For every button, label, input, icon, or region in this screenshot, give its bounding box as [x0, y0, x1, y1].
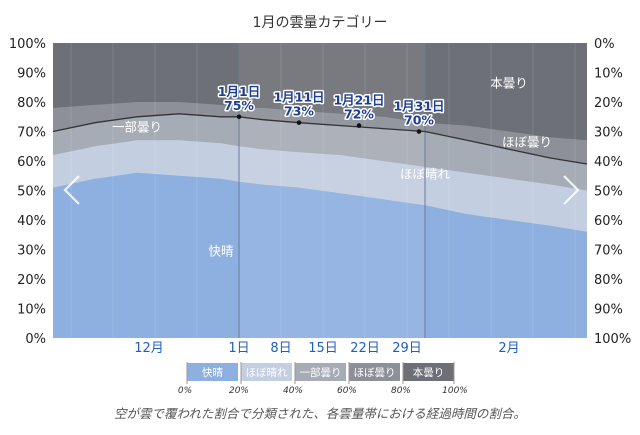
y-tick-right: 10%: [594, 67, 623, 82]
x-tick: 1日: [228, 341, 249, 356]
y-axis-right: 100% 90% 80% 70% 60% 50% 40% 30% 20% 10% 0%: [594, 37, 631, 347]
legend-label: 一部曇り: [300, 366, 342, 379]
legend-label: 快晴: [202, 366, 223, 379]
legend-tick: 20%: [229, 386, 249, 396]
y-tick-left: 70%: [17, 126, 46, 141]
x-axis: 12月 1日 8日 15日 22日 29日 2月: [134, 341, 519, 356]
band-label: 快晴: [208, 243, 233, 258]
y-tick-left: 0%: [25, 332, 46, 347]
january-highlight: [239, 43, 425, 338]
x-tick: 8日: [270, 341, 291, 356]
y-tick-right: 50%: [594, 185, 623, 200]
legend: 快晴 ほぼ晴れ 一部曇り ほぼ曇り 本曇り 0% 20% 40% 60% 80% 100%: [178, 362, 468, 396]
band-label: ほぼ晴れ: [400, 167, 451, 182]
y-tick-left: 50%: [17, 185, 46, 200]
legend-tick: 100%: [442, 386, 468, 396]
legend-tick: 60%: [337, 386, 357, 396]
y-tick-left: 30%: [17, 244, 46, 259]
callout-date: 1月11日: [273, 90, 324, 105]
x-tick: 2月: [498, 341, 519, 356]
y-tick-left: 40%: [17, 214, 46, 229]
y-tick-left: 100%: [9, 37, 46, 52]
next-button[interactable]: [563, 175, 580, 205]
legend-swatch: [403, 363, 454, 381]
x-tick: 29日: [392, 341, 422, 356]
y-tick-left: 10%: [17, 303, 46, 318]
legend-swatch: [349, 363, 400, 381]
band-label: ほぼ曇り: [502, 134, 552, 149]
prev-button[interactable]: [63, 175, 80, 205]
y-tick-left: 20%: [17, 273, 46, 288]
y-tick-left: 80%: [17, 96, 46, 111]
x-tick: 22日: [350, 341, 380, 356]
callout-value: 75%: [224, 98, 254, 113]
y-tick-right: 60%: [594, 214, 623, 229]
legend-swatch: [187, 363, 238, 381]
callout-date: 1月1日: [218, 84, 260, 99]
x-tick: 15日: [308, 341, 338, 356]
chart-caption: 空が雲で覆われた割合で分類された、各雲量帯における経過時間の割合。: [114, 406, 526, 421]
chart-title: 1月の雲量カテゴリー: [253, 14, 388, 31]
legend-label: 本曇り: [413, 366, 445, 379]
callout-value: 72%: [344, 107, 374, 122]
chevron-right-icon: [563, 175, 580, 205]
y-tick-right: 100%: [594, 332, 631, 347]
legend-swatch: [295, 363, 346, 381]
callout-point: [356, 123, 362, 128]
y-tick-right: 20%: [594, 96, 623, 111]
legend-label: ほぼ曇り: [354, 367, 396, 379]
y-tick-right: 70%: [594, 244, 623, 259]
cloud-bands: [53, 43, 587, 338]
y-tick-right: 40%: [594, 155, 623, 170]
y-tick-right: 30%: [594, 126, 623, 141]
legend-tick: 0%: [178, 386, 192, 396]
chevron-left-icon: [63, 175, 80, 205]
callout-point: [296, 120, 302, 125]
y-tick-right: 90%: [594, 303, 623, 318]
callout-value: 70%: [404, 113, 434, 128]
legend-swatch: [241, 363, 292, 381]
band-clear: [53, 172, 587, 338]
callout-point: [236, 114, 242, 120]
y-tick-left: 90%: [17, 67, 46, 82]
y-tick-right: 0%: [594, 37, 615, 52]
x-tick: 12月: [134, 341, 164, 356]
y-tick-right: 80%: [594, 273, 623, 288]
y-axis-left: 0% 10% 20% 30% 40% 50% 60% 70% 80% 90% 100%: [9, 37, 46, 347]
callout-point: [416, 129, 422, 134]
legend-label: ほぼ晴れ: [246, 366, 288, 379]
band-label: 一部曇り: [112, 120, 162, 135]
legend-tick: 40%: [283, 386, 303, 396]
legend-tick: 80%: [391, 386, 411, 396]
callout-date: 1月21日: [333, 93, 384, 108]
band-label: 本曇り: [490, 75, 528, 90]
callout-date: 1月31日: [393, 99, 444, 114]
y-tick-left: 60%: [17, 155, 46, 170]
callout-value: 73%: [284, 104, 314, 119]
